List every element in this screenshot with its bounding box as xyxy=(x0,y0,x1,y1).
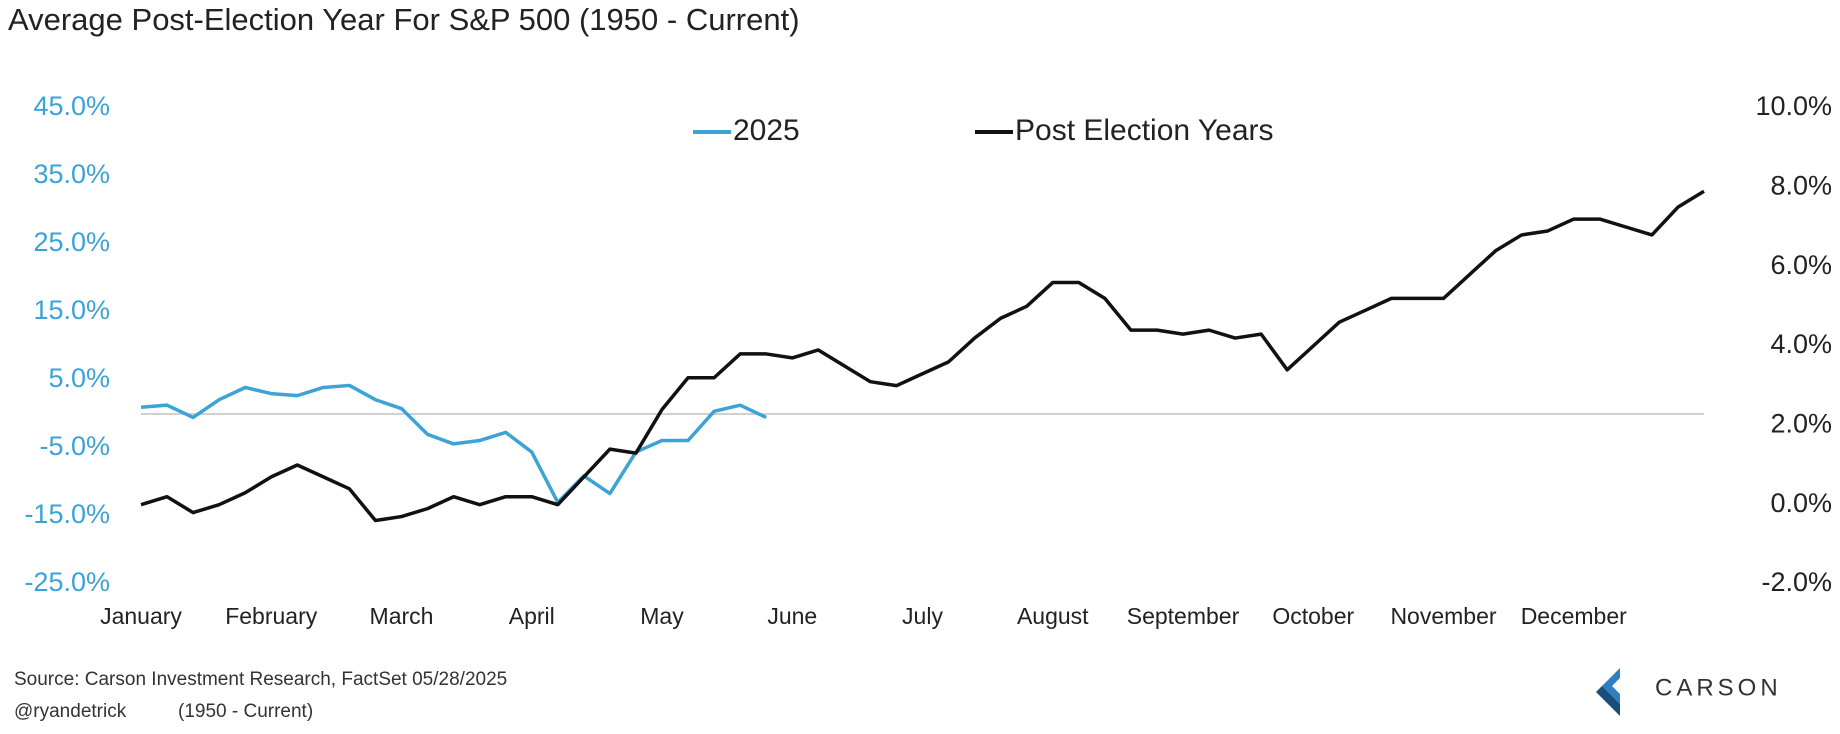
y2-tick-label: 6.0% xyxy=(1770,250,1832,280)
y-tick-label: 35.0% xyxy=(33,159,110,189)
y-tick-label: 5.0% xyxy=(48,363,110,393)
legend-label: Post Election Years xyxy=(1015,114,1274,147)
logo-mark xyxy=(1596,686,1620,716)
x-tick-label: April xyxy=(509,603,555,629)
x-tick-label: December xyxy=(1521,603,1627,629)
x-tick-label: July xyxy=(902,603,943,629)
x-tick-label: February xyxy=(225,603,318,629)
x-tick-label: August xyxy=(1017,603,1089,629)
y2-tick-label: 0.0% xyxy=(1770,488,1832,518)
logo-mark xyxy=(1602,668,1620,704)
y2-tick-label: -2.0% xyxy=(1761,567,1832,597)
x-tick-label: October xyxy=(1272,603,1354,629)
y2-tick-label: 10.0% xyxy=(1755,91,1832,121)
x-tick-label: May xyxy=(640,603,684,629)
y2-tick-label: 4.0% xyxy=(1770,329,1832,359)
x-tick-label: November xyxy=(1390,603,1496,629)
y-tick-label: -15.0% xyxy=(24,499,110,529)
chart-title: Average Post-Election Year For S&P 500 (… xyxy=(8,2,800,37)
y2-tick-label: 8.0% xyxy=(1770,170,1832,200)
y-tick-label: -5.0% xyxy=(39,431,110,461)
x-tick-label: September xyxy=(1127,603,1240,629)
credit: @ryandetrick xyxy=(14,701,127,722)
series-line xyxy=(140,383,767,505)
x-tick-label: January xyxy=(100,603,182,629)
y-tick-label: 15.0% xyxy=(33,295,110,325)
period-note: (1950 - Current) xyxy=(178,701,313,722)
legend-label: 2025 xyxy=(733,114,800,147)
x-tick-label: June xyxy=(767,603,817,629)
y2-tick-label: 2.0% xyxy=(1770,408,1832,438)
series-line xyxy=(140,189,1705,523)
y-tick-label: 25.0% xyxy=(33,227,110,257)
y-tick-label: 45.0% xyxy=(33,91,110,121)
y-tick-label: -25.0% xyxy=(24,567,110,597)
x-tick-label: March xyxy=(370,603,434,629)
logo-text: CARSON xyxy=(1655,674,1782,701)
source-note: Source: Carson Investment Research, Fact… xyxy=(14,669,507,690)
